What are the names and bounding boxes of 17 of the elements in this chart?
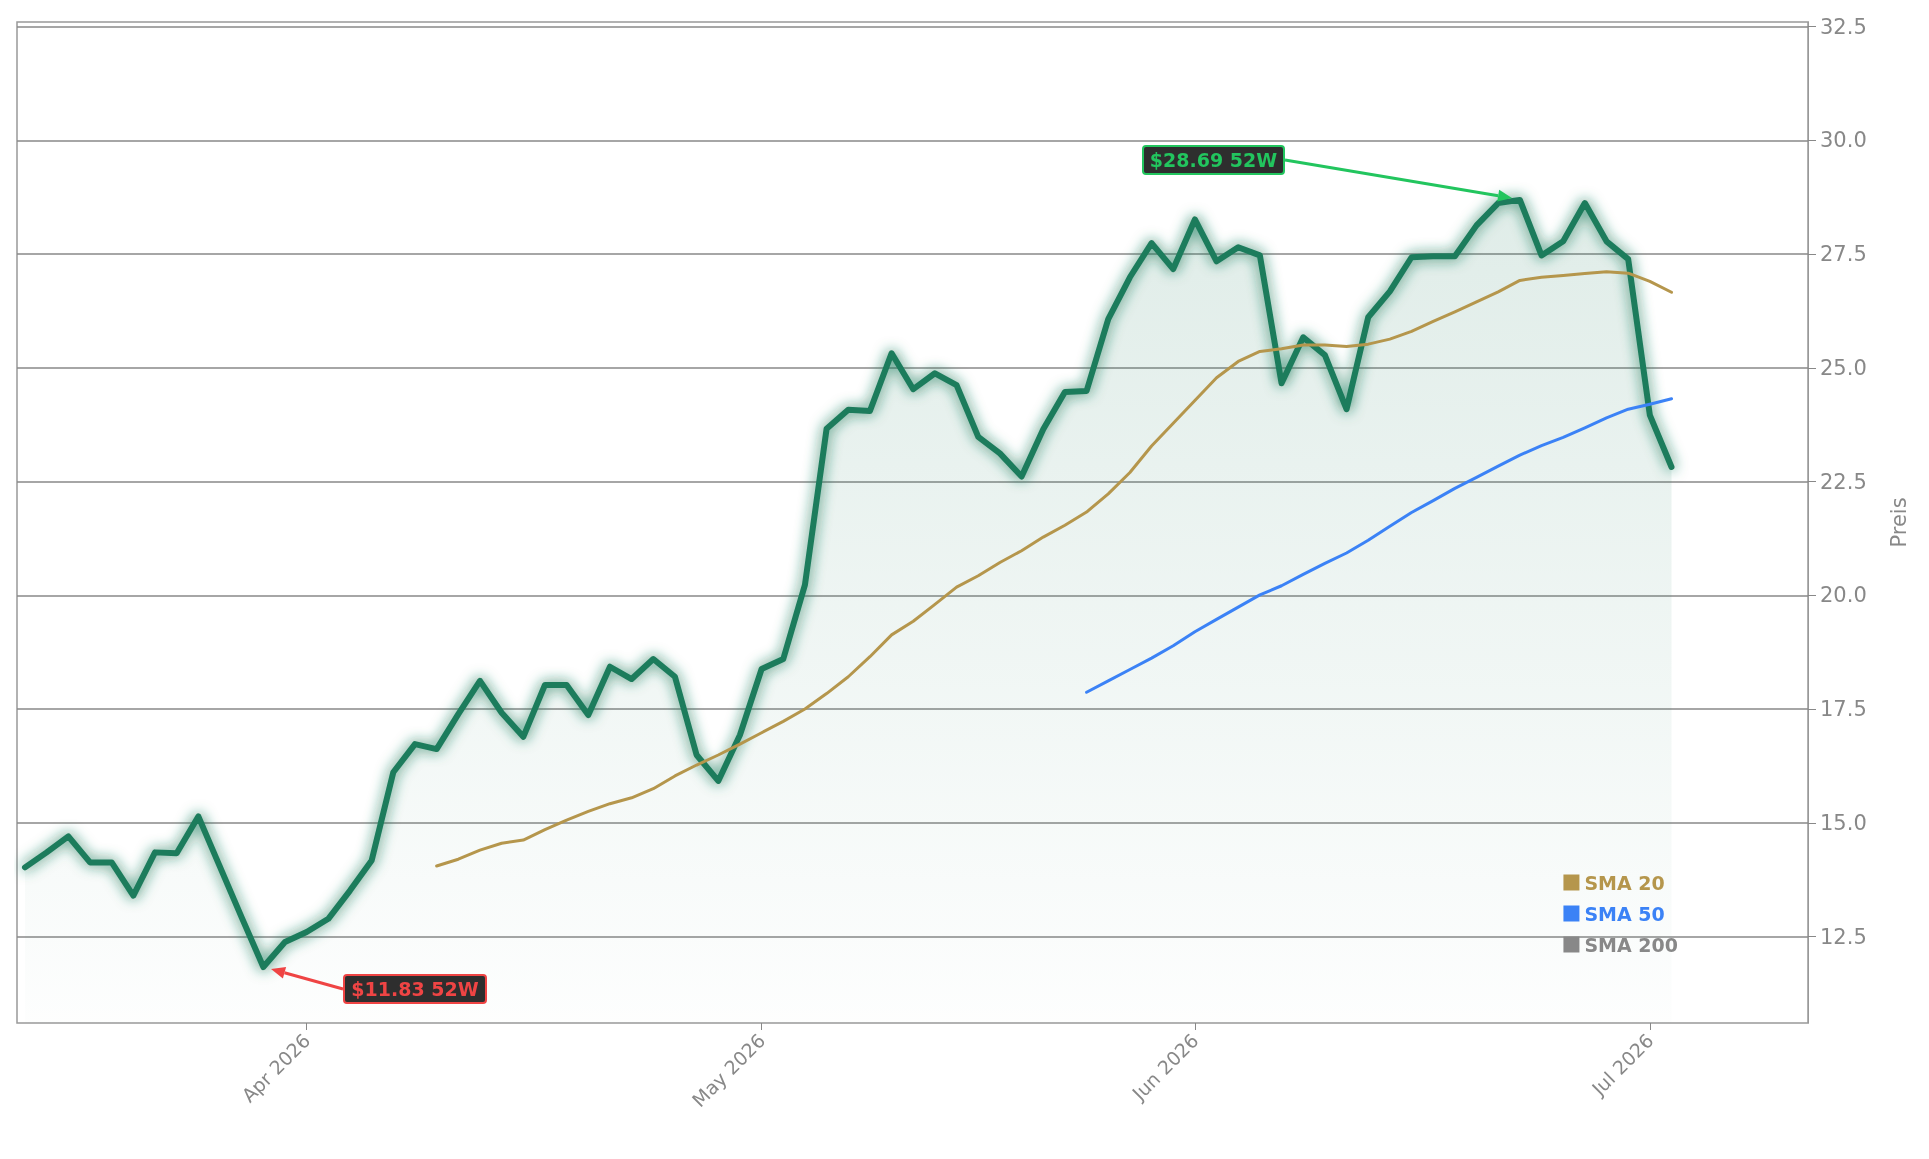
legend-label: SMA 50 xyxy=(1584,902,1665,925)
annotation: $28.69 52W xyxy=(1141,144,1286,175)
legend-label: SMA 20 xyxy=(1584,871,1665,894)
y-tick-label: 17.5 xyxy=(1820,697,1867,722)
y-tick-label: 32.5 xyxy=(1820,14,1867,39)
y-tick-label: 27.5 xyxy=(1820,242,1867,267)
legend-label: SMA 200 xyxy=(1584,933,1679,956)
y-tick-label: 12.5 xyxy=(1820,924,1867,949)
y-tick-label: 25.0 xyxy=(1820,355,1867,380)
y-axis-title: Preis xyxy=(1886,497,1911,548)
y-tick-label: 30.0 xyxy=(1820,128,1867,153)
y-tick-label: 15.0 xyxy=(1820,810,1867,835)
line-series xyxy=(1085,397,1674,694)
annotation: $11.83 52W xyxy=(343,974,487,1005)
y-tick-label: 20.0 xyxy=(1820,583,1867,608)
line-series xyxy=(435,270,1674,868)
y-tick-label: 22.5 xyxy=(1820,469,1867,494)
